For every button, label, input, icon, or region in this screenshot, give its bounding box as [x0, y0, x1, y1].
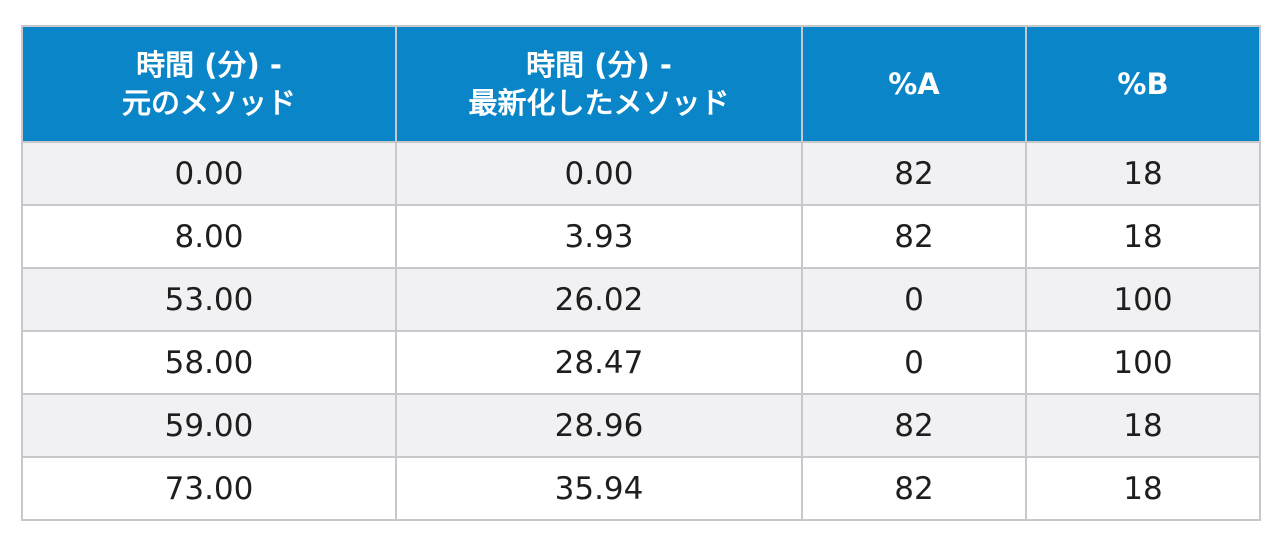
gradient-table-container: 時間 (分) - 元のメソッド 時間 (分) - 最新化したメソッド %A %B… — [21, 25, 1261, 521]
cell-percent-b: 100 — [1025, 330, 1261, 395]
header-line: 元のメソッド — [121, 86, 296, 120]
cell-percent-a: 82 — [801, 393, 1027, 458]
cell-percent-b: 18 — [1025, 141, 1261, 206]
gradient-table: 時間 (分) - 元のメソッド 時間 (分) - 最新化したメソッド %A %B… — [21, 25, 1261, 521]
cell-modernized-time: 26.02 — [395, 267, 803, 332]
table-row: 58.00 28.47 0 100 — [21, 330, 1261, 395]
header-line: %A — [888, 67, 940, 101]
cell-original-time: 8.00 — [21, 204, 397, 269]
header-modernized-time: 時間 (分) - 最新化したメソッド — [395, 25, 803, 143]
cell-percent-b: 18 — [1025, 204, 1261, 269]
header-percent-a: %A — [801, 25, 1027, 143]
cell-modernized-time: 28.47 — [395, 330, 803, 395]
header-line: 最新化したメソッド — [468, 86, 730, 120]
cell-modernized-time: 3.93 — [395, 204, 803, 269]
table-row: 73.00 35.94 82 18 — [21, 456, 1261, 521]
cell-modernized-time: 28.96 — [395, 393, 803, 458]
header-original-time: 時間 (分) - 元のメソッド — [21, 25, 397, 143]
table-row: 53.00 26.02 0 100 — [21, 267, 1261, 332]
cell-percent-a: 82 — [801, 204, 1027, 269]
cell-original-time: 58.00 — [21, 330, 397, 395]
cell-percent-b: 100 — [1025, 267, 1261, 332]
cell-original-time: 73.00 — [21, 456, 397, 521]
cell-percent-a: 0 — [801, 267, 1027, 332]
cell-modernized-time: 0.00 — [395, 141, 803, 206]
cell-percent-a: 82 — [801, 141, 1027, 206]
cell-percent-b: 18 — [1025, 456, 1261, 521]
header-percent-b: %B — [1025, 25, 1261, 143]
cell-original-time: 59.00 — [21, 393, 397, 458]
cell-original-time: 53.00 — [21, 267, 397, 332]
header-row: 時間 (分) - 元のメソッド 時間 (分) - 最新化したメソッド %A %B — [21, 25, 1261, 143]
table-row: 8.00 3.93 82 18 — [21, 204, 1261, 269]
cell-original-time: 0.00 — [21, 141, 397, 206]
cell-percent-a: 0 — [801, 330, 1027, 395]
cell-modernized-time: 35.94 — [395, 456, 803, 521]
cell-percent-a: 82 — [801, 456, 1027, 521]
header-line: %B — [1117, 67, 1169, 101]
header-line: 時間 (分) - — [136, 48, 282, 82]
header-line: 時間 (分) - — [526, 48, 672, 82]
cell-percent-b: 18 — [1025, 393, 1261, 458]
table-row: 59.00 28.96 82 18 — [21, 393, 1261, 458]
table-row: 0.00 0.00 82 18 — [21, 141, 1261, 206]
